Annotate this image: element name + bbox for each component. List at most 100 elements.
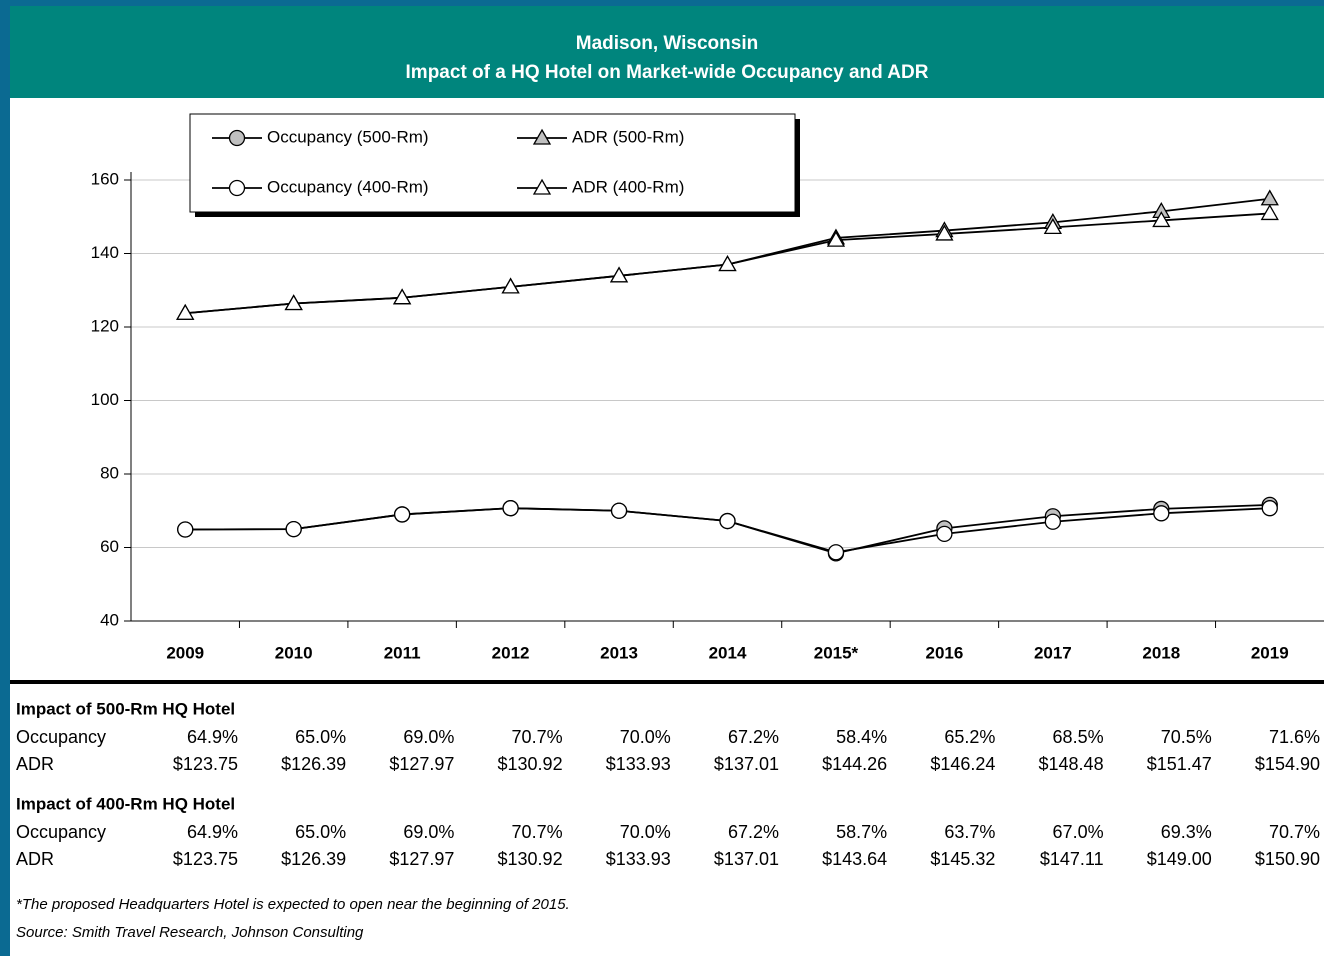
table-cell: 71.6% bbox=[1269, 727, 1320, 747]
data-point bbox=[284, 294, 303, 311]
table-cell: $126.39 bbox=[281, 754, 346, 774]
data-point bbox=[501, 277, 520, 294]
data-point bbox=[610, 502, 628, 519]
y-tick-label: 120 bbox=[91, 316, 119, 335]
table-cell: 65.0% bbox=[295, 822, 346, 842]
table-section-title: Impact of 500-Rm HQ Hotel bbox=[16, 699, 235, 718]
data-point bbox=[502, 500, 519, 517]
table-cell: 67.0% bbox=[1053, 822, 1104, 842]
data-point bbox=[1261, 500, 1278, 517]
table-cell: 65.0% bbox=[295, 727, 346, 747]
table-cell: 69.0% bbox=[403, 727, 454, 747]
legend-label: ADR (500-Rm) bbox=[572, 127, 684, 146]
data-point bbox=[285, 520, 302, 538]
table-cell: $123.75 bbox=[173, 849, 238, 869]
y-tick-label: 40 bbox=[100, 610, 119, 629]
table-cell: $147.11 bbox=[1040, 849, 1104, 869]
y-tick-label: 100 bbox=[91, 390, 119, 409]
table-cell: 58.7% bbox=[836, 822, 887, 842]
table-cell: $150.90 bbox=[1255, 849, 1320, 869]
table-cell: 64.9% bbox=[187, 822, 238, 842]
x-tick-label: 2011 bbox=[384, 643, 421, 662]
x-tick-label: 2012 bbox=[492, 643, 530, 662]
x-tick-label: 2018 bbox=[1142, 643, 1180, 662]
data-point bbox=[936, 525, 953, 543]
y-tick-label: 80 bbox=[100, 463, 119, 482]
data-point bbox=[177, 521, 194, 538]
table-cell: 67.2% bbox=[728, 822, 779, 842]
x-tick-label: 2016 bbox=[925, 643, 963, 662]
data-point bbox=[1152, 211, 1171, 228]
x-tick-label: 2010 bbox=[275, 643, 313, 662]
table-cell: $133.93 bbox=[606, 754, 671, 774]
note: Source: Smith Travel Research, Johnson C… bbox=[16, 924, 364, 941]
table-cell: $146.24 bbox=[930, 754, 995, 774]
y-tick-label: 160 bbox=[91, 169, 119, 188]
table-cell: $149.00 bbox=[1147, 849, 1212, 869]
table-cell: 69.0% bbox=[403, 822, 454, 842]
data-point bbox=[1260, 204, 1279, 221]
x-tick-label: 2017 bbox=[1034, 643, 1072, 662]
data-point bbox=[718, 255, 737, 272]
data-point bbox=[393, 506, 411, 523]
table-cell: 67.2% bbox=[728, 727, 779, 747]
table-cell: $148.48 bbox=[1039, 754, 1104, 774]
data-point bbox=[827, 544, 845, 561]
data-point bbox=[1153, 505, 1170, 522]
data-point bbox=[609, 266, 629, 283]
table-cell: $133.93 bbox=[606, 849, 671, 869]
title-band bbox=[10, 6, 1324, 98]
y-tick-label: 60 bbox=[100, 537, 119, 556]
table-cell: $127.97 bbox=[389, 754, 454, 774]
panel bbox=[10, 98, 1324, 956]
table-cell: 64.9% bbox=[187, 727, 238, 747]
table-cell: 70.7% bbox=[512, 727, 563, 747]
table-row-label: ADR bbox=[16, 754, 54, 774]
legend-label: Occupancy (500-Rm) bbox=[267, 127, 429, 146]
legend-label: Occupancy (400-Rm) bbox=[267, 177, 429, 196]
table-cell: 70.7% bbox=[512, 822, 563, 842]
table-cell: 58.4% bbox=[836, 727, 887, 747]
data-point bbox=[176, 303, 195, 320]
data-point bbox=[1044, 513, 1062, 530]
note: *The proposed Headquarters Hotel is expe… bbox=[16, 896, 570, 913]
table-cell: $130.92 bbox=[498, 754, 563, 774]
x-tick-label: 2014 bbox=[709, 643, 747, 662]
table-cell: 70.0% bbox=[620, 727, 671, 747]
table-cell: $145.32 bbox=[930, 849, 995, 869]
table-cell: $130.92 bbox=[498, 849, 563, 869]
data-point bbox=[1043, 218, 1062, 235]
table-cell: 70.5% bbox=[1161, 727, 1212, 747]
y-tick-label: 140 bbox=[91, 243, 119, 262]
chart-title: Madison, Wisconsin bbox=[576, 33, 758, 54]
legend-marker bbox=[532, 178, 552, 195]
table-row-label: Occupancy bbox=[16, 727, 106, 747]
table-cell: 69.3% bbox=[1161, 822, 1212, 842]
table-cell: $154.90 bbox=[1255, 754, 1320, 774]
legend bbox=[189, 113, 796, 213]
legend-marker bbox=[228, 129, 246, 147]
table-cell: 68.5% bbox=[1053, 727, 1104, 747]
table-cell: $126.39 bbox=[281, 849, 346, 869]
table-row-label: Occupancy bbox=[16, 822, 106, 842]
table-cell: 65.2% bbox=[944, 727, 995, 747]
table-cell: 70.7% bbox=[1269, 822, 1320, 842]
table-section-title: Impact of 400-Rm HQ Hotel bbox=[16, 794, 235, 813]
data-point bbox=[719, 512, 736, 530]
table-cell: $143.64 bbox=[822, 849, 887, 869]
data-point bbox=[393, 288, 412, 305]
x-tick-label: 2013 bbox=[600, 643, 638, 662]
legend-marker bbox=[228, 179, 246, 197]
chart-subtitle: Impact of a HQ Hotel on Market-wide Occu… bbox=[406, 62, 929, 83]
x-tick-label: 2015* bbox=[814, 643, 859, 662]
x-tick-label: 2009 bbox=[166, 643, 204, 662]
x-tick-label: 2019 bbox=[1251, 643, 1289, 662]
legend-label: ADR (400-Rm) bbox=[572, 177, 684, 196]
legend-marker bbox=[532, 128, 552, 145]
table-cell: $151.47 bbox=[1147, 754, 1212, 774]
table-cell: $137.01 bbox=[714, 849, 779, 869]
table-cell: 63.7% bbox=[944, 822, 995, 842]
data-point bbox=[826, 230, 846, 247]
